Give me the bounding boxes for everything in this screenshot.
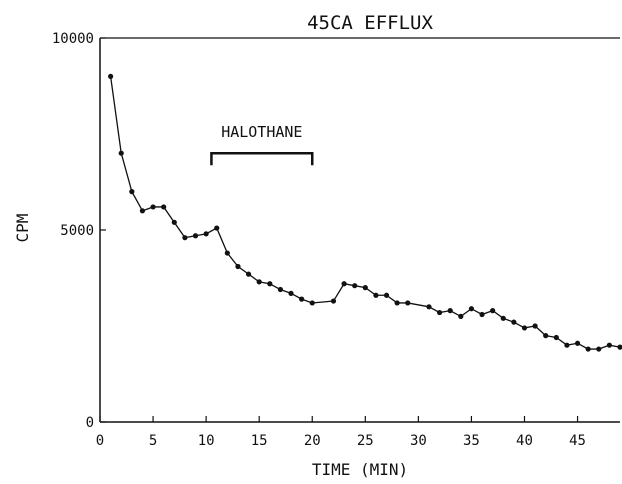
x-tick-label: 15: [251, 433, 268, 449]
data-point: [458, 313, 464, 319]
data-point: [553, 334, 559, 341]
data-point: [277, 286, 284, 293]
y-axis-ticks: 0 5000 10000: [52, 31, 106, 431]
data-point: [394, 300, 400, 306]
data-point: [606, 342, 612, 348]
data-point: [468, 306, 475, 312]
data-point: [617, 344, 622, 350]
x-tick-label: 25: [357, 433, 374, 449]
data-point: [129, 189, 135, 195]
x-tick-label: 10: [198, 433, 215, 449]
y-tick-label: 0: [86, 415, 94, 431]
halothane-label: HALOTHANE: [221, 123, 302, 141]
data-point: [511, 319, 517, 325]
x-tick-label: 40: [516, 433, 533, 449]
data-point: [447, 308, 453, 314]
data-point: [341, 281, 347, 287]
data-point: [245, 271, 252, 277]
x-tick-label: 45: [569, 433, 586, 449]
data-point: [426, 304, 432, 310]
data-point: [330, 298, 337, 304]
data-series: [108, 73, 622, 352]
x-axis-ticks: 0 5 10 15 20 25 30 35 40 45: [96, 416, 586, 449]
data-point: [373, 292, 379, 298]
chart-title: 45CA EFFLUX: [307, 12, 433, 34]
data-point: [299, 296, 305, 302]
data-point: [108, 73, 114, 79]
halothane-annotation: HALOTHANE: [210, 123, 314, 166]
data-point: [405, 300, 411, 306]
x-tick-label: 20: [304, 433, 321, 449]
data-point: [564, 342, 570, 348]
data-point: [224, 250, 230, 256]
data-point: [171, 219, 177, 225]
data-point: [585, 346, 591, 352]
data-point: [139, 208, 146, 214]
y-tick-label: 5000: [60, 223, 94, 239]
data-point: [235, 263, 241, 270]
data-point: [150, 204, 156, 210]
halothane-bracket: [210, 151, 314, 166]
data-point: [192, 233, 199, 239]
data-point: [479, 311, 485, 318]
data-point: [490, 308, 496, 314]
data-point: [500, 315, 506, 321]
data-point: [532, 323, 538, 329]
data-point: [267, 281, 273, 287]
x-tick-label: 5: [149, 433, 157, 449]
data-point: [574, 340, 581, 346]
data-point: [352, 283, 358, 289]
data-point: [288, 290, 294, 296]
series-line: [109, 76, 621, 350]
data-point: [203, 231, 209, 237]
x-tick-label: 30: [410, 433, 427, 449]
data-point: [543, 333, 549, 339]
data-point: [214, 225, 220, 231]
data-point: [118, 150, 124, 156]
data-point: [161, 204, 167, 210]
y-axis-label: CPM: [13, 214, 32, 243]
data-point: [362, 285, 368, 291]
data-point: [383, 292, 390, 298]
y-tick-label: 10000: [52, 31, 94, 47]
data-point: [309, 300, 315, 306]
axes: [99, 37, 620, 423]
data-point: [182, 235, 188, 241]
data-point: [256, 279, 262, 285]
x-axis-label: TIME (MIN): [312, 460, 408, 479]
data-point: [436, 309, 443, 316]
x-tick-label: 35: [463, 433, 480, 449]
data-point: [596, 346, 602, 352]
data-point: [521, 325, 528, 331]
x-tick-label: 0: [96, 433, 104, 449]
